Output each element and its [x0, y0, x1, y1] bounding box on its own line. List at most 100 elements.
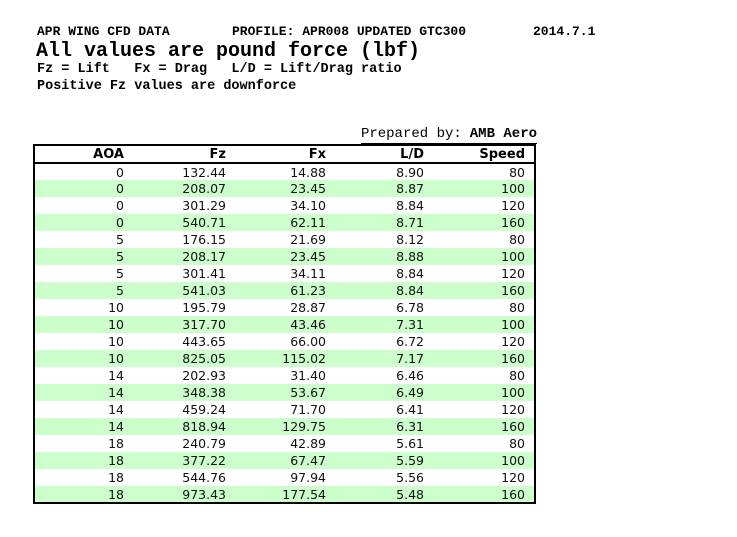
cell-ld: 8.87 — [396, 181, 424, 196]
cell-speed: 120 — [501, 334, 525, 349]
cell-ld: 8.84 — [396, 283, 424, 298]
doc-date: 2014.7.1 — [533, 24, 596, 39]
table-row: 10 317.70 43.46 7.31 100 — [34, 316, 535, 333]
cell-fx: 62.11 — [290, 215, 326, 230]
cell-fx: 71.70 — [290, 402, 326, 417]
cell-fz: 301.41 — [182, 266, 226, 281]
cell-aoa: 14 — [108, 368, 124, 383]
cell-ld: 8.90 — [396, 164, 424, 180]
cell-aoa: 5 — [116, 249, 124, 264]
cell-ld: 6.31 — [396, 419, 424, 434]
table-row: 14 348.38 53.67 6.49 100 — [34, 384, 535, 401]
table-row: 10 443.65 66.00 6.72 120 — [34, 333, 535, 350]
cell-ld: 7.31 — [396, 317, 424, 332]
table-row: 5 301.41 34.11 8.84 120 — [34, 265, 535, 282]
cell-fz: 825.05 — [182, 351, 226, 366]
cell-fz: 195.79 — [182, 300, 226, 315]
cell-fz: 240.79 — [182, 436, 226, 451]
column-header-fx: Fx — [308, 146, 326, 162]
cfd-data-table: AOA Fz Fx L/D Speed 0 132.44 14.88 8.90 80 0 208.0… — [33, 144, 536, 504]
cell-fx: 23.45 — [290, 181, 326, 196]
cell-ld: 5.56 — [396, 470, 424, 485]
cell-ld: 8.84 — [396, 266, 424, 281]
cell-fx: 97.94 — [290, 470, 326, 485]
cell-speed: 120 — [501, 198, 525, 213]
doc-title: APR WING CFD DATA — [37, 24, 170, 39]
cell-speed: 80 — [509, 368, 525, 383]
cell-aoa: 10 — [108, 300, 124, 315]
doc-note: Positive Fz values are downforce — [37, 79, 297, 94]
cell-ld: 6.41 — [396, 402, 424, 417]
cell-ld: 5.59 — [396, 453, 424, 468]
cell-aoa: 18 — [108, 470, 124, 485]
doc-profile: PROFILE: APR008 UPDATED GTC300 — [232, 24, 467, 39]
cell-fz: 176.15 — [182, 232, 226, 247]
cell-fz: 459.24 — [182, 402, 226, 417]
cell-aoa: 18 — [108, 453, 124, 468]
table-row: 0 540.71 62.11 8.71 160 — [34, 214, 535, 231]
cell-speed: 120 — [501, 470, 525, 485]
cell-fx: 42.89 — [290, 436, 326, 451]
cell-fz: 301.29 — [182, 198, 226, 213]
cell-ld: 8.12 — [396, 232, 424, 247]
cell-fx: 21.69 — [290, 232, 326, 247]
cell-ld: 5.61 — [396, 436, 424, 451]
cell-speed: 100 — [501, 385, 525, 400]
table-row: 5 176.15 21.69 8.12 80 — [34, 231, 535, 248]
table-row: 18 544.76 97.94 5.56 120 — [34, 469, 535, 486]
prepared-by-value: AMB Aero — [469, 126, 537, 142]
cell-ld: 8.84 — [396, 198, 424, 213]
cell-speed: 160 — [501, 283, 525, 298]
cell-speed: 160 — [501, 486, 525, 502]
table-row: 18 240.79 42.89 5.61 80 — [34, 435, 535, 452]
cell-aoa: 10 — [108, 351, 124, 366]
column-header-fz: Fz — [209, 146, 226, 162]
cell-fz: 208.17 — [182, 249, 226, 264]
column-header-aoa: AOA — [93, 146, 124, 162]
table-row: 18 973.43 177.54 5.48 160 — [34, 486, 535, 503]
cell-ld: 6.78 — [396, 300, 424, 315]
cell-fz: 132.44 — [182, 164, 226, 180]
cell-speed: 80 — [509, 232, 525, 247]
table-header-row: AOA Fz Fx L/D Speed — [34, 145, 535, 163]
table-row: 18 377.22 67.47 5.59 100 — [34, 452, 535, 469]
cell-speed: 100 — [501, 249, 525, 264]
cell-ld: 8.88 — [396, 249, 424, 264]
cell-speed: 100 — [501, 453, 525, 468]
cell-aoa: 0 — [116, 164, 124, 180]
cell-aoa: 5 — [116, 266, 124, 281]
cell-aoa: 0 — [116, 215, 124, 230]
cell-fx: 43.46 — [290, 317, 326, 332]
cell-aoa: 5 — [116, 232, 124, 247]
cell-fz: 208.07 — [182, 181, 226, 196]
cell-fx: 67.47 — [290, 453, 326, 468]
cell-fz: 443.65 — [182, 334, 226, 349]
table-row: 5 541.03 61.23 8.84 160 — [34, 282, 535, 299]
prepared-by-line: Prepared by: AMB Aero — [360, 126, 537, 144]
cell-ld: 7.17 — [396, 351, 424, 366]
cell-fx: 61.23 — [290, 283, 326, 298]
cell-speed: 80 — [509, 164, 525, 180]
cell-fz: 540.71 — [182, 215, 226, 230]
cell-fz: 377.22 — [182, 453, 226, 468]
cell-speed: 120 — [501, 266, 525, 281]
cell-aoa: 0 — [116, 198, 124, 213]
cell-fz: 541.03 — [182, 283, 226, 298]
cell-fx: 129.75 — [282, 419, 326, 434]
cell-aoa: 14 — [108, 402, 124, 417]
cell-ld: 6.72 — [396, 334, 424, 349]
cell-aoa: 14 — [108, 385, 124, 400]
cell-fz: 544.76 — [182, 470, 226, 485]
cell-fx: 115.02 — [282, 351, 326, 366]
table-row: 14 459.24 71.70 6.41 120 — [34, 401, 535, 418]
cell-fz: 973.43 — [182, 486, 226, 502]
cell-speed: 160 — [501, 351, 525, 366]
cell-speed: 100 — [501, 317, 525, 332]
doc-legend: Fz = Lift Fx = Drag L/D = Lift/Drag rati… — [37, 62, 402, 77]
cell-fz: 317.70 — [182, 317, 226, 332]
table-row: 10 195.79 28.87 6.78 80 — [34, 299, 535, 316]
cell-speed: 80 — [509, 436, 525, 451]
cell-ld: 6.49 — [396, 385, 424, 400]
cell-fz: 348.38 — [182, 385, 226, 400]
table-row: 10 825.05 115.02 7.17 160 — [34, 350, 535, 367]
